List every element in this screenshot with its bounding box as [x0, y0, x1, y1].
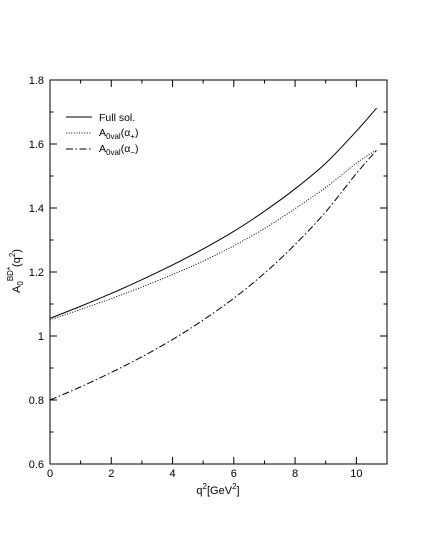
x-axis-label-sup: 2: [203, 482, 208, 491]
y-axis-label-base: A: [11, 285, 23, 293]
legend-label-a0val-alpha-minus-sub: 0val: [106, 148, 121, 157]
x-tick-label: 4: [169, 468, 175, 480]
x-tick-label: 10: [350, 468, 362, 480]
legend-label-a0val-alpha-minus-sub2: −: [130, 148, 135, 157]
legend-label-a0val-alpha-plus: A0val(α+): [99, 127, 138, 141]
legend-label-a0val-alpha-plus-end: ): [135, 127, 139, 139]
x-axis-label-end: ]: [237, 485, 240, 497]
legend: Full sol. A0val(α+) A0val(α−): [66, 112, 138, 157]
legend-label-a0val-alpha-plus-sub2: +: [130, 132, 135, 141]
legend-label-a0val-alpha-plus-sub: 0val: [106, 132, 121, 141]
y-tick-label: 1: [38, 331, 44, 343]
x-axis-label: q2[GeV2]: [196, 482, 239, 497]
legend-label-a0val-alpha-minus: A0val(α−): [99, 143, 138, 157]
series-line-full-sol: [49, 107, 377, 319]
y-tick-label: 1.4: [29, 203, 44, 215]
legend-label-a0val-alpha-minus-end: ): [135, 143, 139, 155]
legend-label-a0val-alpha-plus-paren: (α: [121, 127, 131, 139]
series-lines: [49, 107, 377, 401]
y-axis-label-sub: 0: [16, 281, 25, 286]
y-tick-label: 0.6: [29, 459, 44, 471]
y-axis-label-rest: (q: [11, 257, 23, 267]
y-axis-label: A0BD*(q2): [6, 249, 25, 293]
y-tick-label: 1.6: [29, 139, 44, 151]
x-tick-label: 6: [231, 468, 237, 480]
x-tick-label: 0: [47, 468, 53, 480]
y-tick-label: 1.2: [29, 267, 44, 279]
x-tick-label: 2: [108, 468, 114, 480]
x-axis-label-base: q: [196, 485, 202, 497]
axis-ticks: [49, 79, 387, 465]
x-axis-label-sup2: 2: [232, 482, 237, 491]
y-tick-label: 0.8: [29, 395, 44, 407]
legend-label-full-sol: Full sol.: [99, 112, 135, 124]
axis-tick-labels: 0 2 4 6 8 10 0.6 0.8 1 1.2 1.4 1.6 1.8: [29, 75, 363, 480]
series-line-a0val-alpha-minus: [49, 150, 377, 401]
series-line-a0val-alpha-plus: [49, 149, 377, 321]
legend-label-a0val-alpha-plus-base: A: [99, 127, 106, 139]
legend-label-a0val-alpha-minus-base: A: [99, 143, 106, 155]
x-axis-label-rest: [GeV: [207, 485, 233, 497]
x-tick-label: 8: [292, 468, 298, 480]
y-axis-label-sup2: 2: [8, 252, 17, 257]
y-tick-label: 1.8: [29, 75, 44, 87]
y-axis-label-end: ): [11, 249, 23, 253]
y-axis-label-sup: BD*: [6, 267, 15, 281]
legend-label-a0val-alpha-minus-paren: (α: [121, 143, 131, 155]
